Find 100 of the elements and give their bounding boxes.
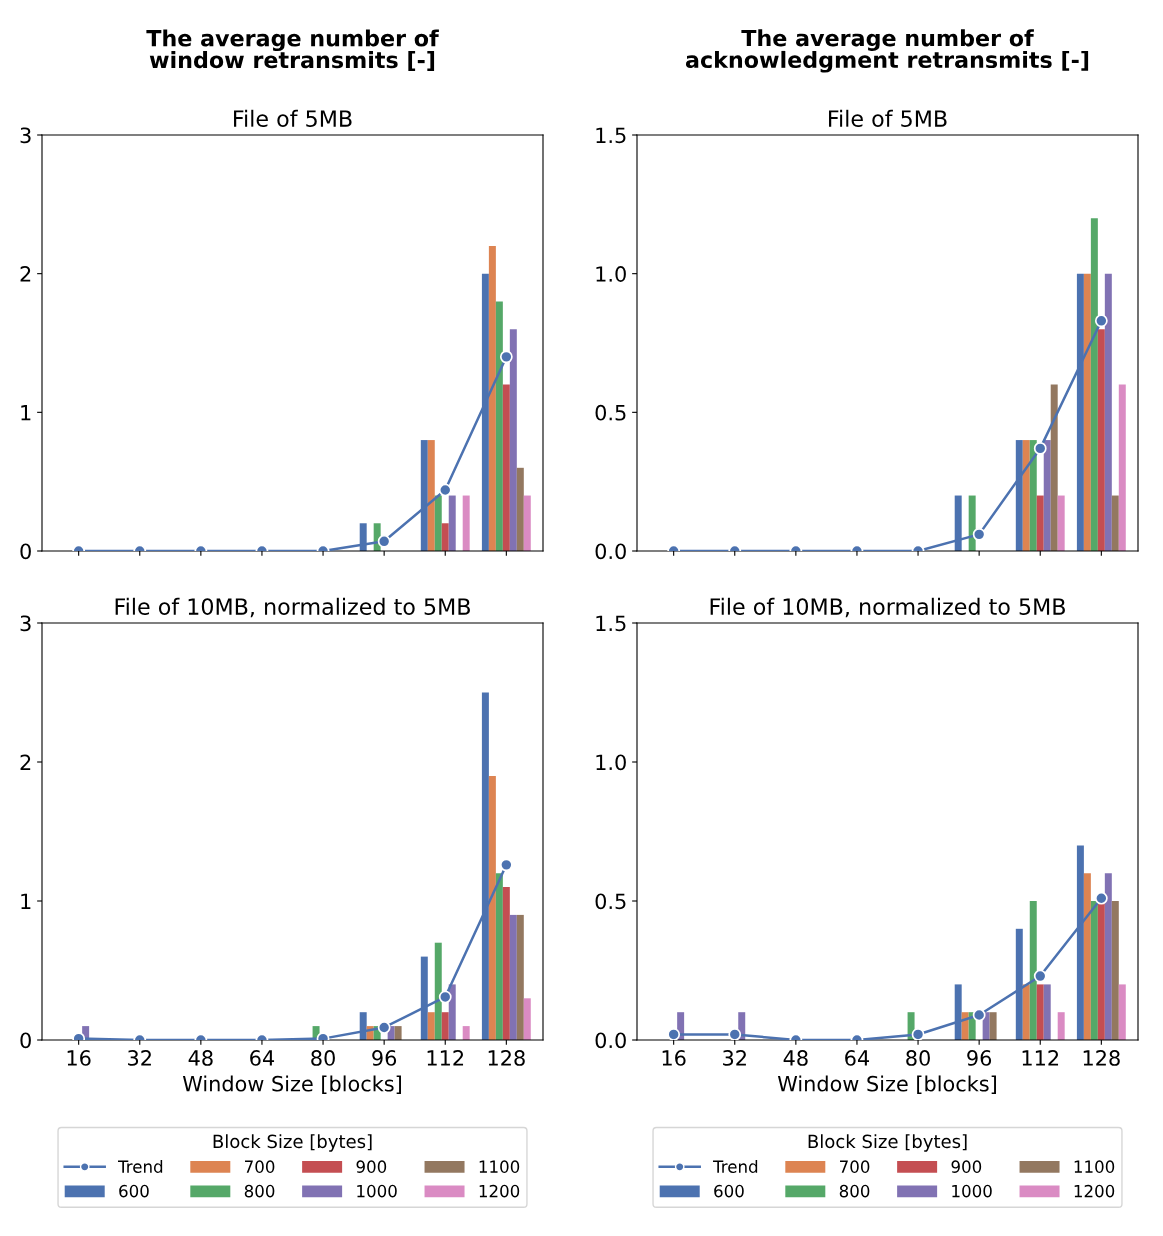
legend-title: Block Size [bytes] [213, 1134, 372, 1152]
y-tick-label: 1.5 [596, 127, 626, 144]
bar [1050, 384, 1058, 551]
x-tick-label: 96 [967, 1050, 992, 1066]
x-tick-label: 128 [488, 1050, 525, 1066]
bar [1090, 901, 1098, 1040]
bar [1083, 273, 1091, 551]
x-tick-label: 32 [723, 1050, 746, 1066]
x-tick-label: 32 [128, 1050, 151, 1066]
point [972, 1008, 986, 1022]
bar [448, 984, 456, 1040]
bar [495, 873, 503, 1040]
bar [427, 440, 435, 551]
bar [1036, 495, 1044, 551]
legend-title: Block Size [bytes] [808, 1134, 967, 1152]
legend-label: 900 [356, 1160, 387, 1173]
x-tick-label: 48 [188, 1050, 213, 1066]
y-tick-label: 0.0 [595, 1032, 626, 1049]
bar [509, 329, 517, 551]
chart-title: The average number of acknowledgment retransmits [-] [685, 29, 1089, 73]
bar [1111, 901, 1119, 1040]
x-tick-label: 112 [1022, 1050, 1059, 1066]
legend-label: 1100 [1074, 1160, 1115, 1173]
y-tick-label: 1.0 [596, 266, 626, 282]
bar [434, 942, 442, 1040]
bar [1090, 218, 1098, 551]
x-axis-title: Window Size [blocks] [182, 1075, 401, 1095]
bar [1057, 495, 1065, 551]
bar [1043, 984, 1051, 1040]
point [728, 1028, 742, 1040]
y-tick-label: 1.5 [596, 615, 626, 632]
x-tick-label: 128 [1083, 1050, 1120, 1066]
bar [523, 495, 531, 551]
x-tick-label: 64 [845, 1050, 870, 1066]
point [667, 1028, 681, 1040]
x-tick-label: 96 [372, 1050, 397, 1066]
x-axis-title: Window Size [blocks] [777, 1075, 996, 1095]
legend-label: 1000 [357, 1184, 397, 1198]
legend-label: 800 [839, 1184, 870, 1198]
x-tick-label: 16 [662, 1050, 686, 1066]
legend-label: 1100 [479, 1160, 520, 1173]
bar [1097, 329, 1105, 551]
y-tick-label: 0 [20, 543, 31, 560]
point [911, 1028, 925, 1040]
bar [1097, 901, 1105, 1040]
chart-subtitle: File of 10MB, normalized to 5MB [710, 597, 1065, 618]
bar [394, 1026, 402, 1040]
legend-label: 1200 [479, 1184, 520, 1198]
legend-label: 600 [714, 1184, 744, 1198]
point [1033, 441, 1047, 455]
bar [523, 998, 531, 1040]
point [1094, 891, 1108, 905]
legend-label: 1000 [952, 1184, 992, 1198]
y-tick-label: 0.0 [595, 543, 626, 560]
bar [1036, 984, 1044, 1040]
bar [1104, 873, 1112, 1040]
legend-label: 800 [244, 1184, 275, 1198]
x-tick-label: 80 [311, 1050, 335, 1066]
point [1033, 969, 1047, 983]
y-tick-label: 0 [20, 1032, 31, 1049]
bar [1029, 440, 1037, 551]
y-tick-label: 3 [20, 615, 31, 632]
bar [516, 467, 524, 551]
bar [1022, 440, 1030, 551]
y-tick-label: 2 [20, 266, 31, 282]
bar [1083, 873, 1091, 1040]
legend-label: Trend [713, 1160, 758, 1173]
legend-label: 600 [119, 1184, 149, 1198]
bar [516, 914, 524, 1040]
y-tick-label: 0.5 [595, 404, 626, 421]
chart-title: The average number of window retransmits [-] [146, 29, 439, 71]
bar [1111, 495, 1119, 551]
bar [1118, 984, 1126, 1040]
bar [441, 523, 449, 551]
bar [427, 1012, 435, 1040]
point [1094, 314, 1108, 328]
x-tick-label: 64 [250, 1050, 275, 1066]
legend-label: 1200 [1074, 1184, 1115, 1198]
bar [441, 1012, 449, 1040]
bar [462, 495, 470, 551]
bar [488, 245, 496, 551]
x-tick-label: 16 [67, 1050, 91, 1066]
bar [1043, 440, 1051, 551]
bar [1057, 1012, 1065, 1040]
bar [1118, 384, 1126, 551]
legend-label: 900 [951, 1160, 982, 1173]
bar [462, 1026, 470, 1040]
y-tick-label: 3 [20, 127, 31, 144]
x-tick-label: 80 [906, 1050, 930, 1066]
bar [1022, 984, 1030, 1040]
bar [448, 495, 456, 551]
bar [502, 384, 510, 551]
bar [502, 887, 510, 1040]
y-tick-label: 1 [21, 405, 31, 421]
bar [982, 1012, 990, 1040]
x-tick-label: 112 [427, 1050, 464, 1066]
chart-subtitle: File of 5MB [234, 109, 352, 127]
bar [434, 495, 442, 551]
bar [1104, 273, 1112, 551]
y-tick-label: 0.5 [595, 893, 626, 910]
